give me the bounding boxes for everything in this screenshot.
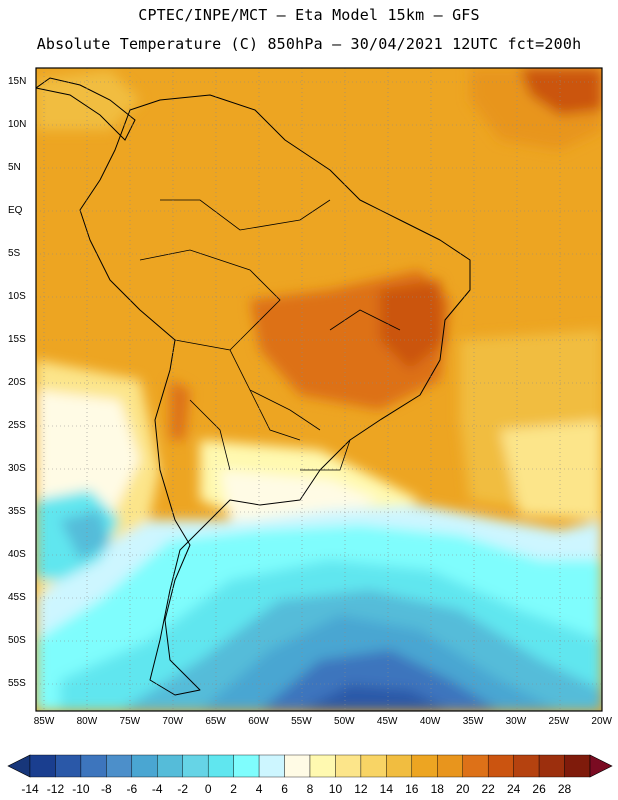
colorbar-swatch (55, 754, 82, 778)
lat-label: 5N (8, 162, 21, 173)
colorbar-swatch (437, 754, 463, 778)
lon-label: 35W (462, 716, 484, 727)
colorbar-tick-label: 4 (255, 782, 263, 796)
field-brazil-hotter (380, 280, 445, 370)
colorbar-tick-label: 6 (281, 782, 288, 796)
colorbar-swatch (258, 754, 285, 778)
lat-label: 50S (8, 635, 26, 646)
colorbar-over-arrow (589, 754, 613, 778)
colorbar-swatch (360, 754, 387, 778)
field-south-navy (300, 685, 450, 711)
lon-label: 85W (33, 716, 55, 727)
lon-label: 60W (248, 716, 269, 727)
lon-label: 65W (205, 716, 226, 727)
lon-label: 20W (591, 716, 612, 727)
colorbar-tick-label: -14 (21, 782, 39, 796)
colorbar-tick-label: 18 (430, 782, 444, 796)
lat-label: 45S (8, 592, 26, 603)
field-west-blue (60, 510, 110, 560)
colorbar-swatch (487, 754, 514, 778)
plot-frame (35, 67, 603, 712)
lat-label: 30S (8, 463, 26, 474)
lat-label: 20S (8, 377, 26, 388)
lon-label: 50W (334, 716, 355, 727)
field-plata-cream (220, 470, 380, 520)
colorbar-tick-label: 28 (557, 782, 572, 796)
lon-label: 40W (419, 716, 441, 727)
colorbar-swatch (284, 754, 311, 778)
lat-label: 40S (8, 549, 26, 560)
map-title-line1: CPTEC/INPE/MCT – Eta Model 15km – GFS (138, 6, 480, 24)
colorbar-tick-label: -4 (151, 782, 163, 796)
colorbar-swatch (538, 754, 565, 778)
field-andes-hot (170, 380, 190, 440)
colorbar-swatch (411, 754, 438, 778)
lat-label: 10S (8, 291, 26, 302)
colorbar-tick-label: 14 (379, 782, 394, 796)
lon-label: 75W (119, 716, 141, 727)
colorbar-swatch (106, 754, 133, 778)
central-america-coastline (36, 77, 136, 141)
field-ne-hotter (520, 68, 602, 115)
colorbar-tick-label: 8 (306, 782, 314, 796)
lon-label: 45W (376, 716, 398, 727)
lat-label: 10N (8, 119, 27, 130)
colorbar-swatch (131, 754, 158, 778)
colorbar-swatch (29, 754, 56, 778)
temperature-field (36, 68, 602, 711)
colorbar-tick-label: -6 (126, 782, 138, 796)
colorbar-tick-label: -10 (72, 782, 90, 796)
lon-label: 80W (76, 716, 98, 727)
colorbar-swatch (309, 754, 336, 778)
field-east-yellow (500, 420, 602, 520)
colorbar-tick-label: 26 (532, 782, 546, 796)
colorbar-swatch (233, 754, 260, 778)
lat-label: 55S (8, 678, 26, 689)
colorbar-swatch (564, 754, 591, 778)
colorbar-under-arrow (7, 754, 31, 778)
colorbar-tick-label: 0 (204, 782, 212, 796)
map-title-line2: Absolute Temperature (C) 850hPa – 30/04/… (36, 35, 582, 53)
lon-label: 30W (505, 716, 527, 727)
lon-label: 70W (162, 716, 183, 727)
lat-label: EQ (8, 205, 23, 216)
colorbar-tick-label: 22 (481, 782, 495, 796)
colorbar-tick-label: -12 (46, 782, 65, 796)
colorbar-swatch (157, 754, 183, 778)
colorbar-tick-label: 16 (405, 782, 419, 796)
colorbar-tick-label: 12 (354, 782, 368, 796)
field-south-blue3 (260, 650, 500, 711)
colorbar-tick-label: 20 (456, 782, 470, 796)
colorbar-tick-label: -2 (177, 782, 189, 796)
colorbar-tick-label: -8 (101, 782, 112, 796)
colorbar-tick-label: 24 (506, 782, 521, 796)
colorbar-swatch (335, 754, 362, 778)
lat-label: 25S (8, 420, 26, 431)
colorbar-swatch (207, 754, 234, 778)
colorbar-swatch (80, 754, 107, 778)
lon-label: 25W (548, 716, 570, 727)
colorbar-swatch (513, 754, 540, 778)
colorbar-swatch (462, 754, 489, 778)
colorbar-swatch (182, 754, 209, 778)
colorbar-tick-label: 10 (328, 782, 343, 796)
colorbar (7, 754, 613, 778)
lat-label: 15N (8, 76, 27, 87)
field-nw-mild (36, 70, 140, 130)
lon-label: 55W (291, 716, 312, 727)
lat-label: 15S (8, 334, 26, 345)
colorbar-tick-label: 2 (230, 782, 237, 796)
country-borders (139, 199, 401, 471)
colorbar-swatch (386, 754, 413, 778)
lat-label: 35S (8, 506, 26, 517)
lat-label: 5S (8, 248, 21, 259)
